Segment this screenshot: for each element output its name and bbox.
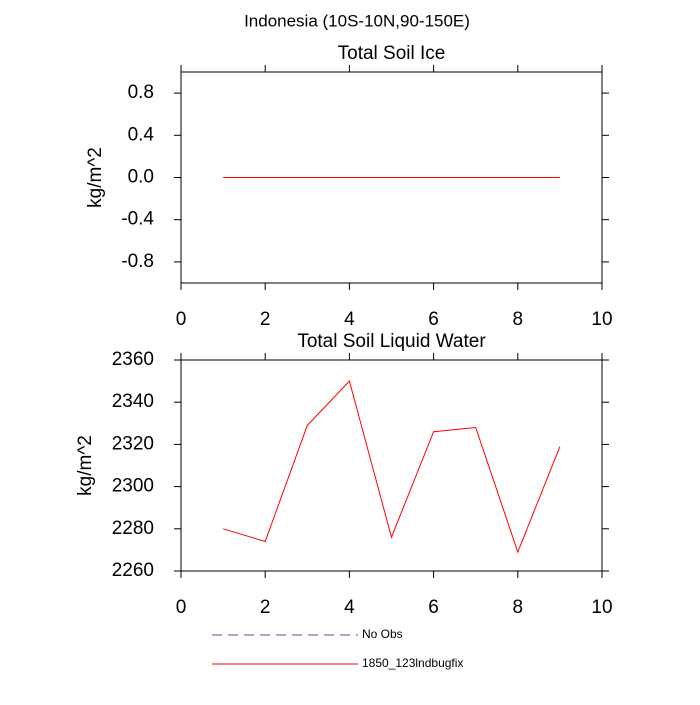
y-tick-label: 0.8: [128, 82, 154, 103]
y-tick-label: 0.4: [128, 124, 155, 145]
legend-label: No Obs: [362, 627, 403, 641]
y-tick-label: 2340: [112, 391, 154, 412]
y-tick-label: -0.8: [121, 251, 154, 272]
figure-title: Indonesia (10S-10N,90-150E): [244, 11, 470, 30]
x-tick-label: 4: [344, 597, 355, 618]
chart-title: Total Soil Liquid Water: [297, 331, 486, 352]
y-tick-label: 2360: [112, 349, 154, 370]
y-tick-label: 2260: [112, 560, 154, 581]
x-tick-label: 0: [176, 309, 187, 330]
x-tick-label: 10: [591, 597, 612, 618]
x-tick-label: 2: [260, 309, 271, 330]
y-axis-label: kg/m^2: [75, 435, 96, 496]
y-axis-label: kg/m^2: [85, 147, 106, 208]
x-tick-label: 8: [513, 309, 524, 330]
plot-frame: [180, 359, 603, 572]
x-tick-label: 0: [176, 597, 187, 618]
x-tick-label: 4: [344, 309, 355, 330]
y-tick-label: 2320: [112, 433, 154, 454]
x-tick-label: 10: [591, 309, 612, 330]
legend-label: 1850_123lndbugfix: [362, 656, 463, 670]
data-line: [222, 380, 561, 554]
chart-title: Total Soil Ice: [338, 43, 446, 64]
y-tick-label: 2280: [112, 518, 154, 539]
x-tick-label: 6: [428, 597, 439, 618]
y-tick-label: 0.0: [128, 167, 154, 188]
x-tick-label: 6: [428, 309, 439, 330]
y-tick-label: -0.4: [121, 209, 154, 230]
y-tick-label: 2300: [112, 476, 154, 497]
x-tick-label: 8: [513, 597, 524, 618]
x-tick-label: 2: [260, 597, 271, 618]
